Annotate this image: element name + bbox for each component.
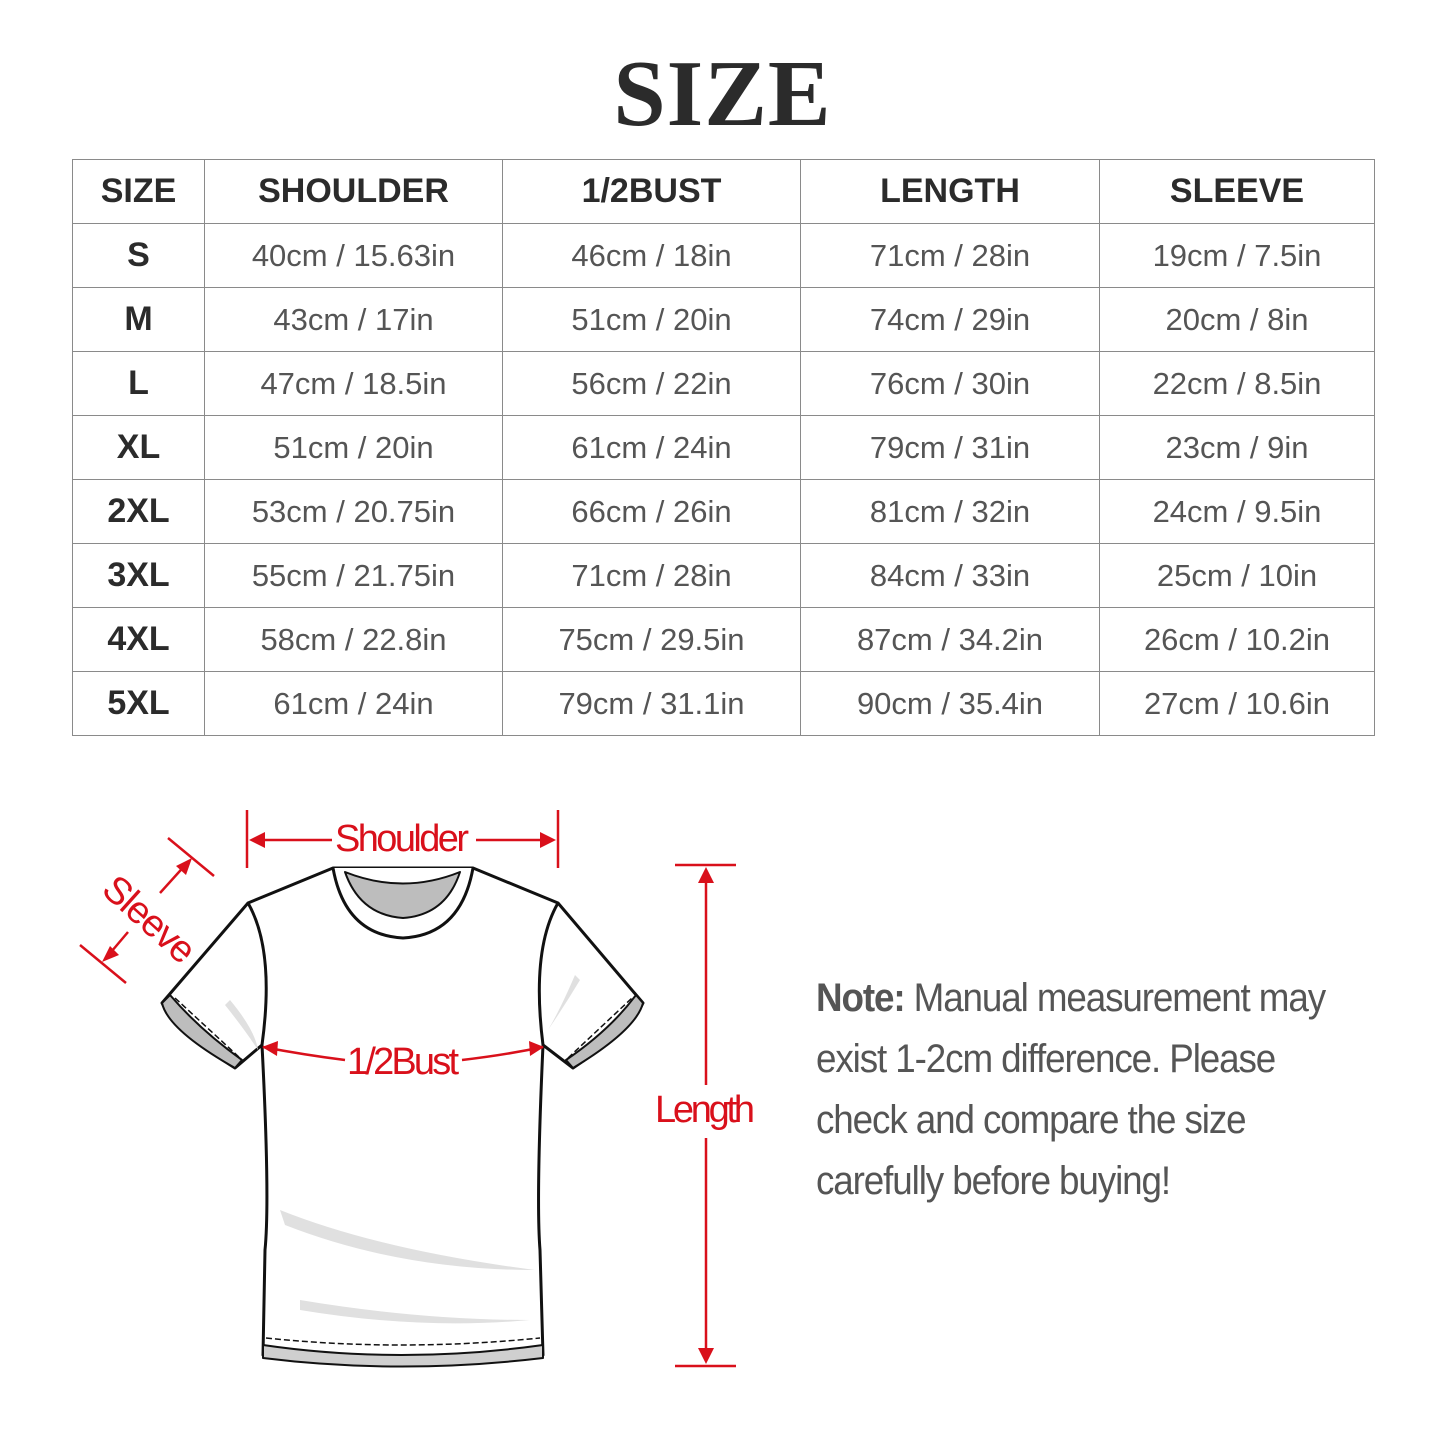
table-row: XL 51cm / 20in 61cm / 24in 79cm / 31in 23cm … bbox=[72, 415, 1375, 480]
shoulder-cell: 43cm / 17in bbox=[204, 287, 503, 352]
table-row: 5XL 61cm / 24in 79cm / 31.1in 90cm / 35.4in… bbox=[72, 671, 1375, 736]
header-size: SIZE bbox=[72, 159, 205, 224]
size-cell: 3XL bbox=[72, 543, 205, 608]
bust-cell: 51cm / 20in bbox=[502, 287, 801, 352]
table-row: 4XL 58cm / 22.8in 75cm / 29.5in 87cm / 34.2… bbox=[72, 607, 1375, 672]
tshirt-illustration bbox=[160, 866, 645, 1368]
sleeve-cell: 20cm / 8in bbox=[1099, 287, 1375, 352]
table-header-row: SIZE SHOULDER 1/2BUST LENGTH SLEEVE bbox=[72, 159, 1375, 224]
sleeve-cell: 24cm / 9.5in bbox=[1099, 479, 1375, 544]
length-cell: 74cm / 29in bbox=[800, 287, 1100, 352]
size-cell: XL bbox=[72, 415, 205, 480]
note-body: Manual measurement may exist 1-2cm diffe… bbox=[816, 976, 1326, 1203]
size-cell: 5XL bbox=[72, 671, 205, 736]
length-cell: 84cm / 33in bbox=[800, 543, 1100, 608]
length-cell: 87cm / 34.2in bbox=[800, 607, 1100, 672]
header-length: LENGTH bbox=[800, 159, 1100, 224]
sleeve-cell: 19cm / 7.5in bbox=[1099, 223, 1375, 288]
length-cell: 90cm / 35.4in bbox=[800, 671, 1100, 736]
note-text: Note: Manual measurement may exist 1-2cm… bbox=[816, 968, 1368, 1212]
size-cell: 2XL bbox=[72, 479, 205, 544]
table-row: S 40cm / 15.63in 46cm / 18in 71cm / 28in 19c… bbox=[72, 223, 1375, 288]
sleeve-cell: 22cm / 8.5in bbox=[1099, 351, 1375, 416]
bust-cell: 56cm / 22in bbox=[502, 351, 801, 416]
note-label: Note: bbox=[816, 976, 906, 1020]
size-table: SIZE SHOULDER 1/2BUST LENGTH SLEEVE S 40c… bbox=[72, 159, 1375, 736]
size-cell: 4XL bbox=[72, 607, 205, 672]
sleeve-cell: 26cm / 10.2in bbox=[1099, 607, 1375, 672]
bust-label: 1/2Bust bbox=[347, 1041, 459, 1083]
table-row: 3XL 55cm / 21.75in 71cm / 28in 84cm / 33in 2… bbox=[72, 543, 1375, 608]
length-cell: 81cm / 32in bbox=[800, 479, 1100, 544]
measurement-arrows bbox=[79, 810, 736, 1368]
bust-cell: 66cm / 26in bbox=[502, 479, 801, 544]
shoulder-cell: 53cm / 20.75in bbox=[204, 479, 503, 544]
shoulder-cell: 58cm / 22.8in bbox=[204, 607, 503, 672]
length-cell: 76cm / 30in bbox=[800, 351, 1100, 416]
shoulder-cell: 40cm / 15.63in bbox=[204, 223, 503, 288]
sleeve-cell: 25cm / 10in bbox=[1099, 543, 1375, 608]
table-row: 2XL 53cm / 20.75in 66cm / 26in 81cm / 32in 2… bbox=[72, 479, 1375, 544]
sleeve-cell: 23cm / 9in bbox=[1099, 415, 1375, 480]
length-cell: 71cm / 28in bbox=[800, 223, 1100, 288]
size-cell: S bbox=[72, 223, 205, 288]
bust-cell: 46cm / 18in bbox=[502, 223, 801, 288]
bust-cell: 61cm / 24in bbox=[502, 415, 801, 480]
table-row: L 47cm / 18.5in 56cm / 22in 76cm / 30in 22cm… bbox=[72, 351, 1375, 416]
size-cell: M bbox=[72, 287, 205, 352]
shoulder-cell: 61cm / 24in bbox=[204, 671, 503, 736]
header-sleeve: SLEEVE bbox=[1099, 159, 1375, 224]
shoulder-cell: 51cm / 20in bbox=[204, 415, 503, 480]
length-cell: 79cm / 31in bbox=[800, 415, 1100, 480]
table-row: M 43cm / 17in 51cm / 20in 74cm / 29in 20cm /… bbox=[72, 287, 1375, 352]
bust-cell: 71cm / 28in bbox=[502, 543, 801, 608]
shoulder-cell: 47cm / 18.5in bbox=[204, 351, 503, 416]
length-label: Length bbox=[655, 1089, 755, 1131]
bust-cell: 75cm / 29.5in bbox=[502, 607, 801, 672]
shoulder-cell: 55cm / 21.75in bbox=[204, 543, 503, 608]
fabric-folds bbox=[225, 975, 580, 1324]
sleeve-cell: 27cm / 10.6in bbox=[1099, 671, 1375, 736]
size-cell: L bbox=[72, 351, 205, 416]
header-bust: 1/2BUST bbox=[502, 159, 801, 224]
tshirt-diagram: Shoulder Sleeve 1/2Bust Length bbox=[79, 810, 755, 1368]
shoulder-label: Shoulder bbox=[335, 818, 469, 860]
header-shoulder: SHOULDER bbox=[204, 159, 503, 224]
bust-cell: 79cm / 31.1in bbox=[502, 671, 801, 736]
page-title: SIZE bbox=[613, 42, 832, 146]
